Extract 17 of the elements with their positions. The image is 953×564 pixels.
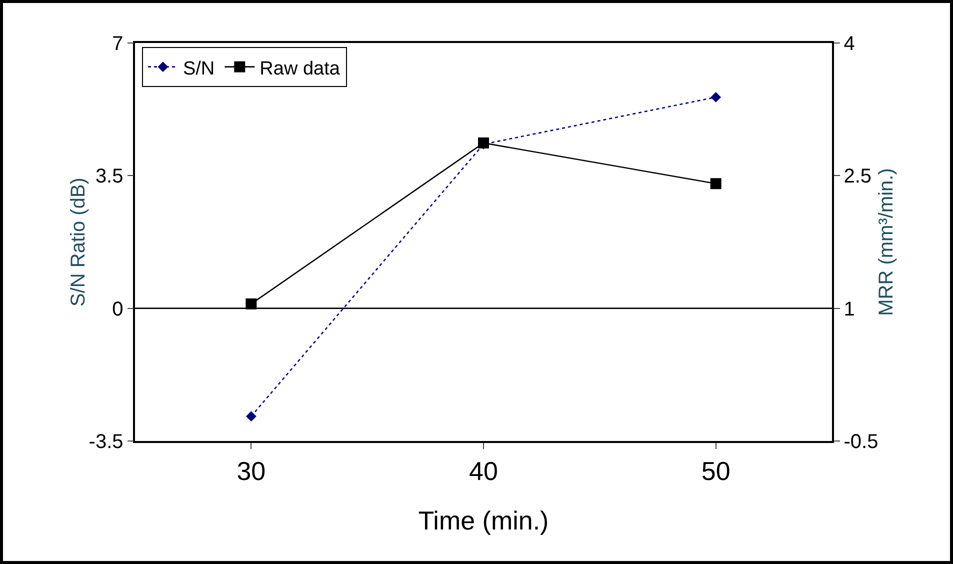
y-axis-title: S/N Ratio (dB) <box>68 178 90 306</box>
y-tick-label: 0 <box>112 298 124 320</box>
y2-tick-label: 2.5 <box>844 166 872 188</box>
y2-axis-title: MRR (mm³/min.) <box>876 168 898 316</box>
x-tick-label: 40 <box>469 456 498 486</box>
y-tick-label: 7 <box>112 33 124 55</box>
point <box>710 178 722 190</box>
y-tick-label: -3.5 <box>88 431 124 453</box>
x-tick-label: 30 <box>236 456 266 486</box>
legend-label: S/N <box>182 58 215 80</box>
legend-label: Raw data <box>260 58 340 80</box>
x-axis-title: Time (min.) <box>418 506 549 536</box>
y2-tick-label: 1 <box>844 298 855 320</box>
y2-tick-label: 4 <box>844 33 855 55</box>
x-tick-label: 50 <box>701 456 730 486</box>
y2-tick-label: -0.5 <box>844 431 878 453</box>
y-tick-label: 3.5 <box>95 166 124 188</box>
